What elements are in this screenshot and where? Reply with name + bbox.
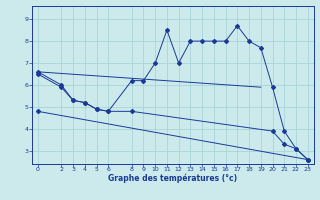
X-axis label: Graphe des températures (°c): Graphe des températures (°c) bbox=[108, 174, 237, 183]
